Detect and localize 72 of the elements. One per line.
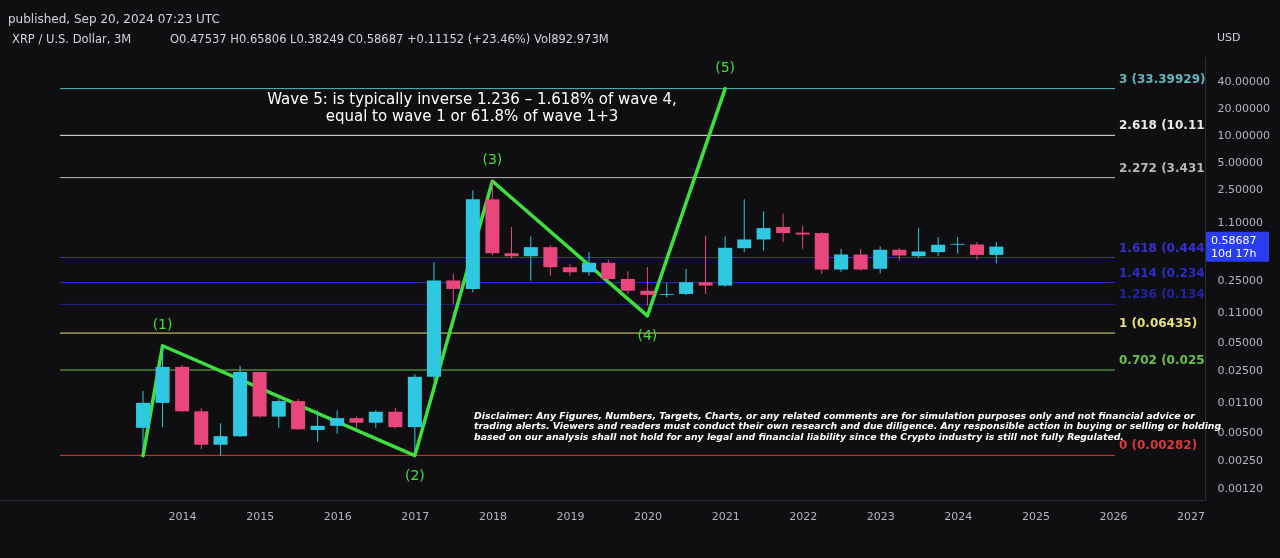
candlestick [620,270,635,295]
x-tick-label: 2022 [789,509,818,523]
candlestick [853,248,868,272]
candlestick [388,407,403,430]
x-tick-label: 2017 [401,509,430,523]
candlestick [737,198,752,253]
x-tick-label: 2019 [556,509,585,523]
ref-line-label: 1 (0.06435) [1119,316,1198,331]
x-tick-label: 2021 [711,509,740,523]
ref-line-label: 2.618 (10.11 [1119,118,1205,133]
text: 0.58687 10d 17h [1211,233,1257,260]
ref-line-label: 1.618 (0.444 [1119,240,1205,255]
y-tick-label: 0.01100 [1217,395,1263,409]
candlestick [873,245,888,274]
annotation: Wave 5: is typically inverse 1.236 – 1.618% of wave 4, equal to wave 1 or 61.8% of wave 1+3 [267,90,677,125]
annotation: (5) [715,58,736,75]
candlestick [523,235,538,282]
x-tick-label: 2016 [323,509,352,523]
annotation: (1) [152,315,173,332]
candlestick [931,236,946,257]
annotation: (3) [482,151,503,168]
y-tick-label: 40.00000 [1217,75,1270,89]
candlestick [834,248,849,273]
y-tick-label: 0.25000 [1217,273,1263,287]
y-tick-label: 1.10000 [1217,215,1263,229]
y-tick-label: 0.00250 [1217,453,1263,467]
ref-line-label: 1.414 (0.234 [1119,265,1205,280]
ref-line-label: 2.272 (3.431 [1119,160,1205,175]
chart-title: XRP / U.S. Dollar, 3M [12,32,132,46]
text: published, Sep 20, 2024 07:23 UTC [8,12,220,26]
x-tick-label: 2014 [168,509,197,523]
candlestick [989,241,1004,264]
y-tick-label: 0.02500 [1217,363,1263,377]
chart-subtitle: O0.47537 H0.65806 L0.38249 C0.58687 +0.11152 (+23.46%) Vol892.973M [170,32,609,46]
y-tick-label: 0.00120 [1217,482,1263,496]
ref-line-label: 0.702 (0.025 [1119,353,1205,368]
candlestick [330,409,345,435]
y-tick-label: 5.00000 [1217,156,1263,170]
x-tick-label: 2026 [1099,509,1128,523]
candlestick [310,409,325,443]
x-tick-label: 2023 [866,509,895,523]
candlestick [582,251,597,277]
candlestick [562,263,577,277]
x-tick-label: 2024 [944,509,973,523]
candlestick [213,422,228,457]
candlestick [601,259,616,283]
y-tick-label: 0.05000 [1217,336,1263,350]
x-tick-label: 2015 [246,509,275,523]
x-tick-label: 2020 [633,509,662,523]
candlestick [543,244,558,277]
y-tick-label: 20.00000 [1217,102,1270,116]
candlestick [504,226,519,260]
annotation: (2) [404,466,425,483]
candlestick [640,266,655,307]
y-tick-label: 0.11000 [1217,305,1263,319]
candlestick [776,213,791,243]
ref-line-label: 1.236 (0.134 [1119,287,1205,302]
candlestick [271,398,286,429]
candlestick [446,273,461,305]
y-axis-title: USD [1217,31,1241,44]
x-tick-label: 2025 [1021,509,1050,523]
candlestick [679,268,694,296]
candlestick [795,225,810,250]
candlestick [659,282,674,298]
candlestick [756,210,771,252]
y-tick-label: 10.00000 [1217,129,1270,143]
x-tick-label: 2027 [1176,509,1205,523]
candlestick [950,236,965,255]
y-tick-label: 2.50000 [1217,183,1263,197]
ref-line-label: 3 (33.39929) [1119,71,1206,86]
x-tick-label: 2018 [478,509,507,523]
candlestick [698,235,713,295]
